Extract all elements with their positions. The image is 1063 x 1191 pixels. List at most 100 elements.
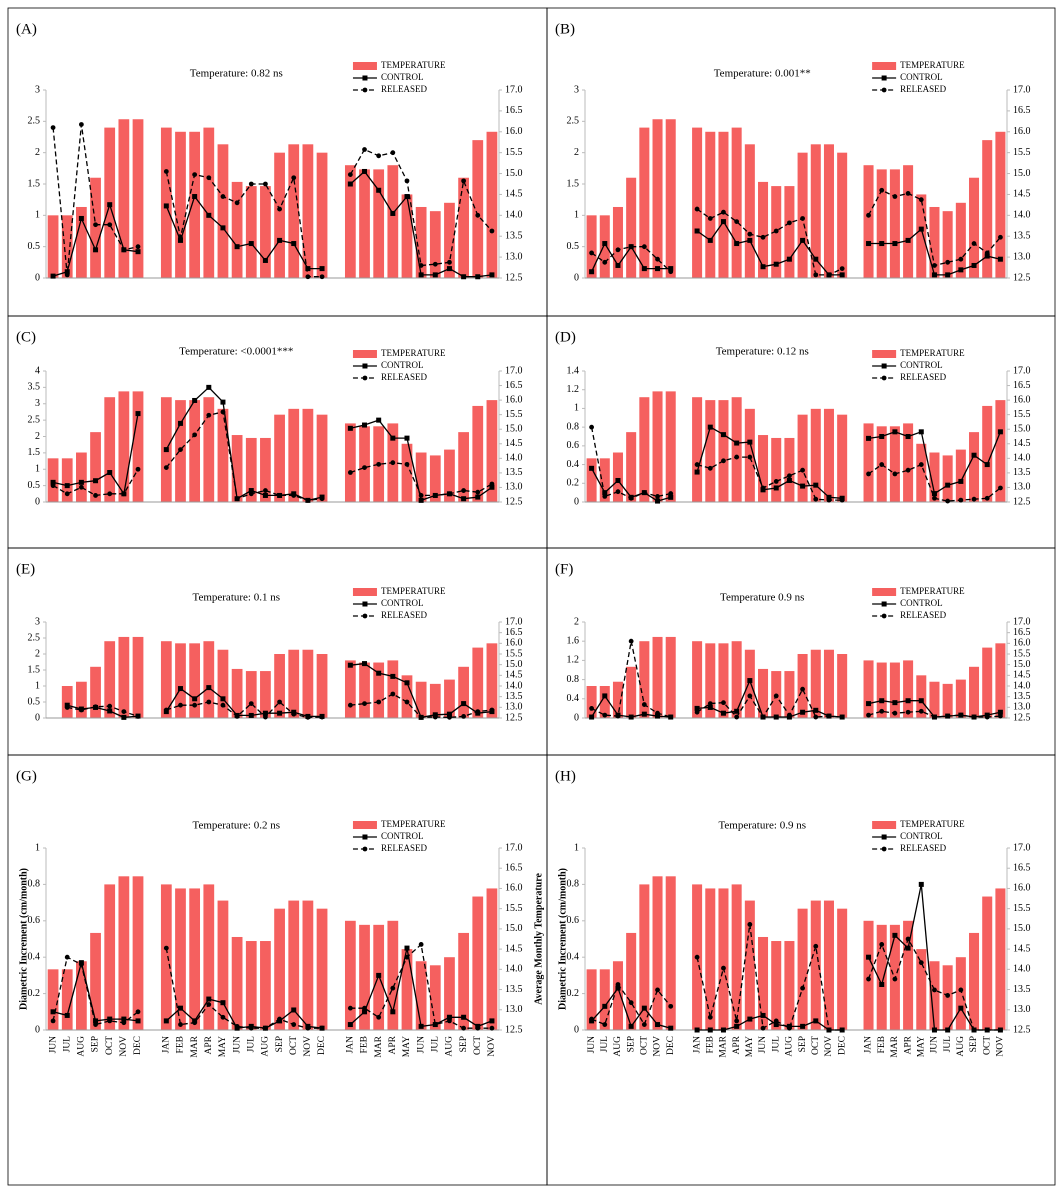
marker bbox=[220, 399, 226, 405]
bar bbox=[429, 455, 441, 502]
x-tick-label: SEP bbox=[275, 1036, 285, 1052]
panel-label: (C) bbox=[16, 329, 36, 345]
marker bbox=[121, 491, 127, 497]
marker bbox=[786, 477, 792, 483]
y2-tick-label: 13.5 bbox=[505, 467, 523, 478]
y2-tick-label: 12.5 bbox=[505, 712, 523, 723]
legend-label: TEMPERATURE bbox=[900, 819, 965, 829]
marker bbox=[50, 1009, 56, 1015]
chart-title: Temperature: 0.2 ns bbox=[193, 820, 281, 832]
x-tick-label: DEC bbox=[317, 1036, 327, 1055]
legend-label: RELEASED bbox=[900, 843, 946, 853]
bar bbox=[744, 900, 755, 1030]
marker bbox=[958, 478, 964, 484]
marker bbox=[177, 237, 183, 243]
marker bbox=[655, 987, 660, 993]
marker bbox=[432, 493, 438, 498]
marker bbox=[489, 1025, 495, 1031]
bar bbox=[401, 443, 413, 502]
bar bbox=[955, 449, 966, 502]
marker bbox=[446, 711, 452, 717]
legend-marker bbox=[362, 613, 368, 619]
x-tick-label: OCT bbox=[289, 1036, 299, 1055]
marker bbox=[734, 219, 740, 225]
marker bbox=[192, 194, 198, 200]
x-tick-label: JAN bbox=[692, 1036, 702, 1054]
marker bbox=[220, 1000, 226, 1006]
marker bbox=[447, 1018, 452, 1024]
marker bbox=[668, 714, 674, 720]
marker bbox=[404, 680, 410, 686]
marker bbox=[641, 711, 647, 717]
marker bbox=[918, 881, 924, 887]
marker bbox=[958, 267, 964, 273]
y-tick-label: 0.5 bbox=[567, 241, 580, 252]
marker bbox=[107, 222, 113, 228]
x-tick-label: MAR bbox=[190, 1035, 200, 1057]
bar bbox=[797, 654, 808, 718]
marker bbox=[220, 1014, 226, 1020]
bar bbox=[837, 152, 848, 278]
bar bbox=[302, 649, 314, 718]
marker bbox=[905, 945, 911, 951]
y2-tick-label: 14.0 bbox=[505, 680, 523, 691]
y-tick-label: 1.5 bbox=[567, 178, 580, 189]
y2-tick-label: 16.0 bbox=[1013, 638, 1031, 649]
legend-marker bbox=[362, 846, 368, 852]
y2-tick-label: 13.5 bbox=[1013, 691, 1031, 702]
y-tick-label: 0.4 bbox=[28, 951, 41, 962]
bar bbox=[444, 679, 455, 718]
marker bbox=[461, 1025, 467, 1031]
y-tick-label: 0.5 bbox=[28, 480, 41, 491]
bar bbox=[47, 969, 59, 1030]
x-tick-label: MAY bbox=[402, 1036, 412, 1057]
marker bbox=[589, 706, 594, 711]
y-tick-label: 0.8 bbox=[567, 674, 580, 685]
marker bbox=[362, 465, 367, 471]
bar bbox=[387, 165, 399, 278]
marker bbox=[291, 241, 297, 247]
x-tick-label: FEB bbox=[360, 1036, 370, 1053]
x-tick-label: SEP bbox=[459, 1036, 469, 1052]
marker bbox=[641, 490, 647, 496]
bar bbox=[586, 969, 597, 1030]
bar bbox=[203, 641, 215, 718]
chart-title: Temperature: <0.0001*** bbox=[179, 346, 293, 358]
panel-label: (E) bbox=[16, 561, 35, 577]
marker bbox=[773, 1018, 779, 1024]
y2-tick-label: 16.0 bbox=[505, 394, 523, 405]
y2-tick-label: 16.5 bbox=[1013, 627, 1031, 638]
bar bbox=[916, 949, 927, 1030]
bar bbox=[665, 636, 676, 718]
x-tick-label: OCT bbox=[640, 1036, 650, 1055]
marker bbox=[958, 987, 964, 993]
bar bbox=[288, 649, 300, 718]
marker bbox=[707, 465, 713, 471]
marker bbox=[50, 479, 56, 485]
y-tick-label: 0 bbox=[574, 1024, 579, 1035]
marker bbox=[628, 1023, 634, 1029]
marker bbox=[668, 494, 674, 500]
bar bbox=[61, 458, 73, 502]
x-tick-label: JUN bbox=[758, 1036, 768, 1054]
marker bbox=[418, 497, 424, 503]
bar bbox=[692, 127, 703, 278]
bar bbox=[61, 215, 73, 278]
marker bbox=[50, 1018, 56, 1024]
bar bbox=[863, 660, 874, 718]
marker bbox=[879, 982, 885, 987]
marker bbox=[945, 1027, 951, 1033]
y2-tick-label: 16.0 bbox=[1013, 883, 1031, 894]
marker bbox=[615, 985, 621, 991]
bar bbox=[639, 127, 650, 278]
bar bbox=[274, 414, 285, 502]
y-tick-label: 1.5 bbox=[28, 447, 41, 458]
legend-label: CONTROL bbox=[900, 831, 943, 841]
marker bbox=[291, 493, 297, 498]
y2-tick-label: 15.0 bbox=[1013, 923, 1031, 934]
bar bbox=[863, 423, 874, 502]
y2-tick-label: 15.5 bbox=[505, 409, 523, 420]
marker bbox=[404, 699, 410, 705]
bar bbox=[104, 397, 116, 502]
bar bbox=[90, 177, 101, 278]
